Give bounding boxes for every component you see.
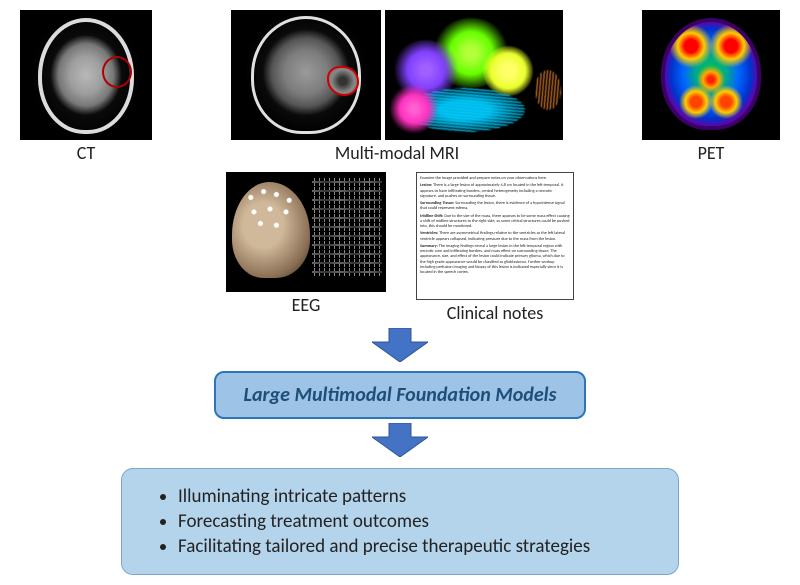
eeg-trace bbox=[312, 259, 382, 267]
eeg-image bbox=[226, 172, 386, 292]
pet-block: PET bbox=[642, 10, 780, 164]
eeg-trace bbox=[312, 241, 382, 249]
mri-structural-image bbox=[231, 10, 381, 140]
mri-lesion-circle bbox=[327, 66, 359, 96]
mri-tractography-image bbox=[385, 10, 563, 140]
output-bullets: Illuminating intricate patternsForecasti… bbox=[150, 485, 650, 558]
notes-line: Midline Shift: Due to the size of the ma… bbox=[420, 214, 570, 230]
top-imaging-row: CT Multi-modal MRI PET bbox=[20, 10, 780, 164]
clinical-notes-image: Examine the image provided and prepare n… bbox=[416, 172, 574, 300]
pet-label: PET bbox=[698, 142, 725, 164]
mri-pair bbox=[231, 10, 563, 140]
arrow-icon bbox=[372, 423, 428, 457]
eeg-electrode-cap bbox=[238, 180, 302, 238]
eeg-trace bbox=[312, 232, 382, 240]
eeg-label: EEG bbox=[292, 294, 321, 316]
ct-block: CT bbox=[20, 10, 152, 164]
notes-line: Examine the image provided and prepare n… bbox=[420, 176, 570, 181]
tract-blob-yellow bbox=[483, 46, 533, 96]
eeg-trace bbox=[312, 268, 382, 276]
mid-row: EEG Examine the image provided and prepa… bbox=[20, 172, 780, 324]
ct-lesion-circle bbox=[102, 56, 132, 88]
tract-blob-magenta bbox=[389, 84, 439, 134]
pet-brain-heatmap bbox=[661, 18, 761, 130]
eeg-traces bbox=[312, 178, 382, 286]
pet-scan-image bbox=[642, 10, 780, 140]
notes-line: Surrounding Tissue: Surrounding the lesi… bbox=[420, 201, 570, 212]
eeg-trace bbox=[312, 205, 382, 213]
notes-line: Lesion: There is a large lesion of appro… bbox=[420, 183, 570, 199]
eeg-trace bbox=[312, 223, 382, 231]
ct-scan-image bbox=[20, 10, 152, 140]
output-bullet: Facilitating tailored and precise therap… bbox=[178, 535, 650, 558]
output-box: Illuminating intricate patternsForecasti… bbox=[121, 468, 679, 575]
notes-line: Ventricles: There are asymmetrical findi… bbox=[420, 231, 570, 242]
eeg-trace bbox=[312, 250, 382, 258]
clinical-notes-block: Examine the image provided and prepare n… bbox=[416, 172, 574, 324]
eeg-trace bbox=[312, 196, 382, 204]
arrow-icon bbox=[372, 328, 428, 362]
output-bullet: Illuminating intricate patterns bbox=[178, 485, 650, 508]
arrow-down-1 bbox=[20, 328, 780, 367]
clinical-notes-label: Clinical notes bbox=[447, 302, 544, 324]
arrow-down-2 bbox=[20, 423, 780, 462]
eeg-trace bbox=[312, 178, 382, 186]
ct-label: CT bbox=[77, 142, 95, 164]
notes-line: Summary: The imaging findings reveal a l… bbox=[420, 244, 570, 276]
eeg-trace bbox=[312, 187, 382, 195]
eeg-block: EEG bbox=[226, 172, 386, 324]
eeg-trace bbox=[312, 214, 382, 222]
tract-fibers-orange bbox=[535, 70, 561, 110]
mri-block: Multi-modal MRI bbox=[231, 10, 563, 164]
mri-label: Multi-modal MRI bbox=[335, 142, 459, 164]
foundation-models-box: Large Multimodal Foundation Models bbox=[214, 371, 587, 419]
